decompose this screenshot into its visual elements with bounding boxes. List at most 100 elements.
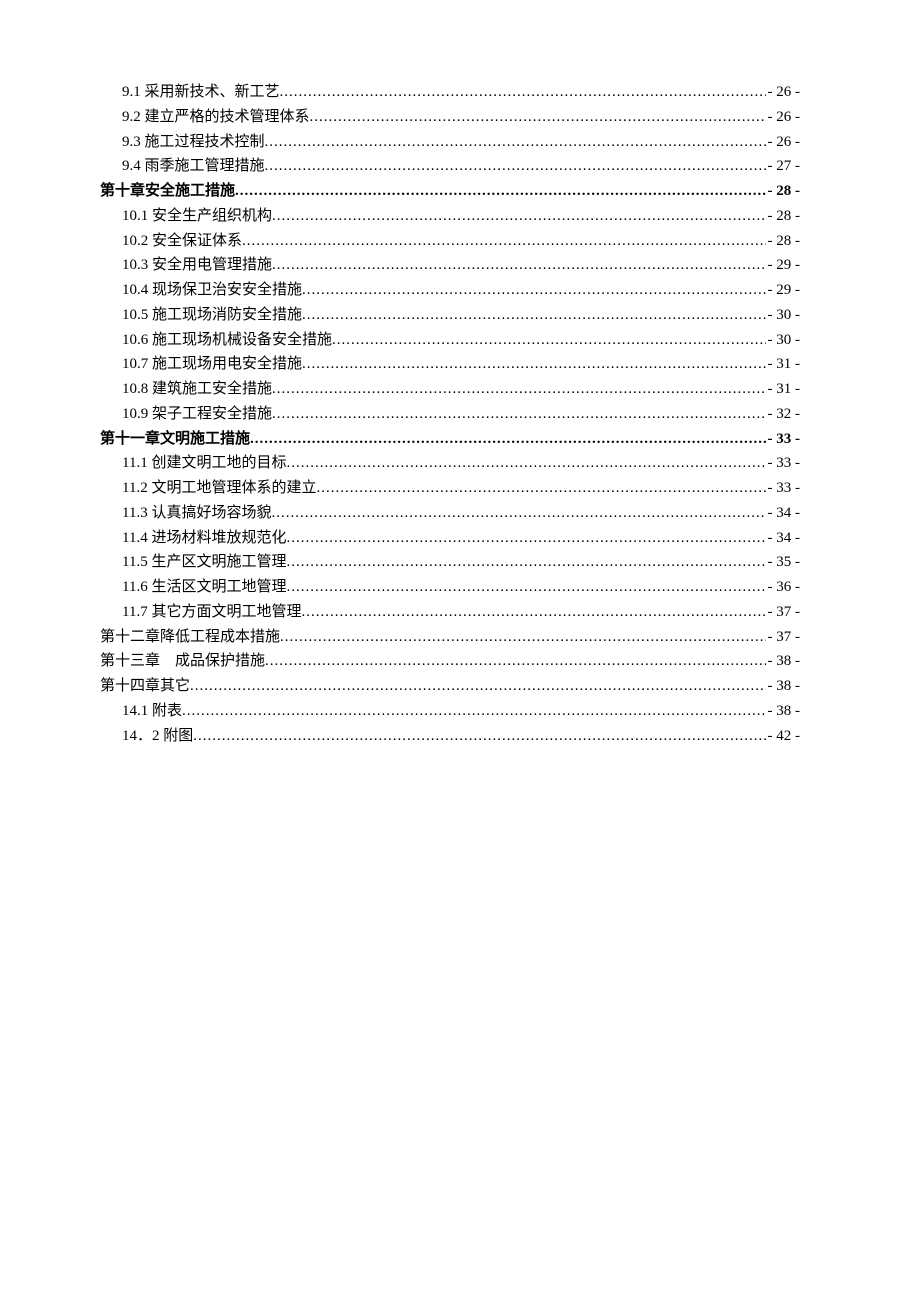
toc-dot-leader: ........................................… — [193, 724, 765, 749]
toc-entry-page: - 29 - — [766, 278, 801, 303]
toc-entry-label: 10.4 现场保卫治安安全措施 — [122, 278, 302, 303]
toc-entry: 第十三章 成品保护措施.............................… — [100, 649, 800, 674]
toc-entry: 11.4 进场材料堆放规范化..........................… — [100, 526, 800, 551]
toc-entry-page: - 42 - — [766, 724, 801, 749]
toc-entry-label: 10.3 安全用电管理措施 — [122, 253, 272, 278]
toc-dot-leader: ........................................… — [286, 575, 765, 600]
toc-entry: 10.8 建筑施工安全措施...........................… — [100, 377, 800, 402]
toc-entry-label: 11.2 文明工地管理体系的建立 — [122, 476, 316, 501]
toc-entry-page: - 35 - — [766, 550, 801, 575]
toc-dot-leader: ........................................… — [265, 154, 766, 179]
toc-entry-page: - 34 - — [766, 501, 801, 526]
toc-entry-label: 9.4 雨季施工管理措施 — [122, 154, 265, 179]
toc-entry: 10.7 施工现场用电安全措施.........................… — [100, 352, 800, 377]
toc-entry: 9.3 施工过程技术控制............................… — [100, 130, 800, 155]
toc-entry-label: 10.6 施工现场机械设备安全措施 — [122, 328, 332, 353]
toc-entry-page: - 32 - — [766, 402, 801, 427]
toc-entry-label: 14.1 附表 — [122, 699, 182, 724]
toc-entry: 11.6 生活区文明工地管理..........................… — [100, 575, 800, 600]
toc-dot-leader: ........................................… — [265, 649, 765, 674]
toc-dot-leader: ........................................… — [310, 105, 766, 130]
toc-entry-page: - 38 - — [766, 674, 801, 699]
toc-entry-label: 10.7 施工现场用电安全措施 — [122, 352, 302, 377]
toc-entry-page: - 33 - — [766, 451, 801, 476]
toc-entry-page: - 27 - — [766, 154, 801, 179]
toc-entry: 第十四章其它..................................… — [100, 674, 800, 699]
toc-entry: 第十一章文明施工措施..............................… — [100, 427, 800, 452]
toc-entry-label: 11.7 其它方面文明工地管理 — [122, 600, 301, 625]
toc-dot-leader: ........................................… — [272, 402, 765, 427]
toc-dot-leader: ........................................… — [286, 526, 765, 551]
toc-entry-page: - 28 - — [766, 179, 801, 204]
toc-entry-page: - 29 - — [766, 253, 801, 278]
toc-dot-leader: ........................................… — [272, 377, 765, 402]
toc-entry-page: - 38 - — [766, 699, 801, 724]
toc-dot-leader: ........................................… — [316, 476, 765, 501]
toc-dot-leader: ........................................… — [302, 278, 765, 303]
toc-entry-label: 10.8 建筑施工安全措施 — [122, 377, 272, 402]
toc-entry: 11.3 认真搞好场容场貌...........................… — [100, 501, 800, 526]
toc-dot-leader: ........................................… — [182, 699, 765, 724]
toc-dot-leader: ........................................… — [332, 328, 765, 353]
toc-entry-label: 11.6 生活区文明工地管理 — [122, 575, 286, 600]
toc-entry-label: 第十一章文明施工措施 — [100, 427, 250, 452]
toc-container: 9.1 采用新技术、新工艺...........................… — [100, 80, 800, 748]
toc-entry-label: 11.1 创建文明工地的目标 — [122, 451, 286, 476]
toc-entry: 9.1 采用新技术、新工艺...........................… — [100, 80, 800, 105]
toc-entry: 14.1 附表.................................… — [100, 699, 800, 724]
toc-dot-leader: ........................................… — [280, 625, 765, 650]
toc-entry-label: 10.1 安全生产组织机构 — [122, 204, 272, 229]
toc-entry: 10.5 施工现场消防安全措施.........................… — [100, 303, 800, 328]
toc-dot-leader: ........................................… — [265, 130, 766, 155]
toc-entry-page: - 37 - — [766, 625, 801, 650]
toc-entry-label: 11.3 认真搞好场容场貌 — [122, 501, 271, 526]
toc-entry: 11.1 创建文明工地的目标..........................… — [100, 451, 800, 476]
toc-entry-page: - 34 - — [766, 526, 801, 551]
toc-entry-label: 10.9 架子工程安全措施 — [122, 402, 272, 427]
toc-entry: 10.1 安全生产组织机构...........................… — [100, 204, 800, 229]
toc-entry-label: 9.2 建立严格的技术管理体系 — [122, 105, 310, 130]
toc-entry: 9.4 雨季施工管理措施............................… — [100, 154, 800, 179]
toc-entry-label: 第十章安全施工措施 — [100, 179, 235, 204]
toc-entry-page: - 36 - — [766, 575, 801, 600]
toc-entry: 第十二章降低工程成本措施............................… — [100, 625, 800, 650]
toc-entry: 11.5 生产区文明施工管理..........................… — [100, 550, 800, 575]
toc-dot-leader: ........................................… — [235, 179, 765, 204]
toc-dot-leader: ........................................… — [302, 303, 765, 328]
toc-dot-leader: ........................................… — [242, 229, 765, 254]
toc-entry: 10.4 现场保卫治安安全措施.........................… — [100, 278, 800, 303]
toc-entry-label: 10.5 施工现场消防安全措施 — [122, 303, 302, 328]
toc-entry-label: 第十二章降低工程成本措施 — [100, 625, 280, 650]
toc-entry: 第十章安全施工措施...............................… — [100, 179, 800, 204]
toc-dot-leader: ........................................… — [286, 451, 765, 476]
toc-dot-leader: ........................................… — [190, 674, 765, 699]
toc-entry-label: 第十三章 成品保护措施 — [100, 649, 265, 674]
toc-dot-leader: ........................................… — [272, 204, 765, 229]
toc-entry-page: - 28 - — [766, 229, 801, 254]
toc-dot-leader: ........................................… — [271, 501, 765, 526]
toc-entry-page: - 30 - — [766, 328, 801, 353]
toc-dot-leader: ........................................… — [301, 600, 765, 625]
toc-entry-label: 11.5 生产区文明施工管理 — [122, 550, 286, 575]
toc-dot-leader: ........................................… — [272, 253, 765, 278]
toc-entry-label: 第十四章其它 — [100, 674, 190, 699]
toc-entry-page: - 37 - — [766, 600, 801, 625]
toc-entry-page: - 30 - — [766, 303, 801, 328]
toc-entry-page: - 26 - — [766, 130, 801, 155]
toc-entry-label: 9.3 施工过程技术控制 — [122, 130, 265, 155]
toc-dot-leader: ........................................… — [302, 352, 765, 377]
toc-entry: 10.6 施工现场机械设备安全措施.......................… — [100, 328, 800, 353]
toc-entry-label: 9.1 采用新技术、新工艺 — [122, 80, 280, 105]
toc-entry: 11.7 其它方面文明工地管理.........................… — [100, 600, 800, 625]
toc-dot-leader: ........................................… — [286, 550, 765, 575]
toc-dot-leader: ........................................… — [250, 427, 765, 452]
toc-dot-leader: ........................................… — [280, 80, 766, 105]
toc-entry-page: - 38 - — [766, 649, 801, 674]
toc-entry-page: - 28 - — [766, 204, 801, 229]
toc-entry-page: - 31 - — [766, 352, 801, 377]
toc-entry: 11.2 文明工地管理体系的建立........................… — [100, 476, 800, 501]
toc-entry-label: 10.2 安全保证体系 — [122, 229, 242, 254]
toc-entry: 14．2 附图.................................… — [100, 724, 800, 749]
toc-entry-page: - 33 - — [766, 427, 801, 452]
toc-entry-page: - 26 - — [766, 105, 801, 130]
